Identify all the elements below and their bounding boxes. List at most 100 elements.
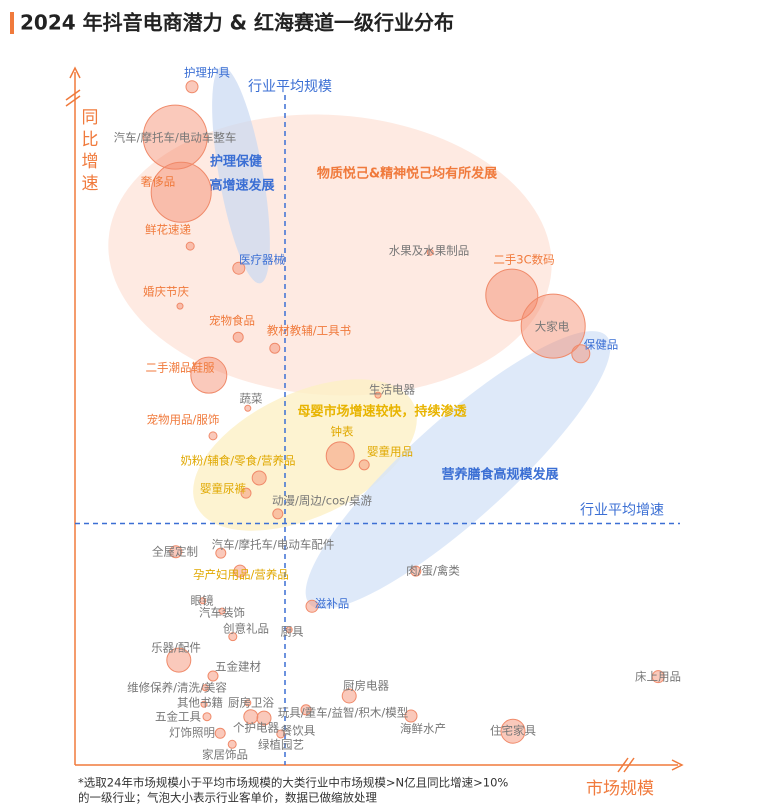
bubble	[199, 597, 207, 605]
bubble-label: 婚庆节庆	[143, 285, 189, 299]
title-bar	[10, 12, 14, 34]
axis-break	[617, 757, 635, 773]
bubble	[272, 508, 284, 520]
annotation: 营养膳食高规模发展	[441, 467, 559, 483]
y-axis-arrow	[69, 66, 81, 79]
bubble-label: 创意礼品	[223, 622, 269, 636]
bubble	[500, 718, 526, 744]
footnote: 的一级行业；气泡大小表示行业客单价，数据已做缩放处理	[78, 791, 377, 805]
region-ellipse	[305, 331, 611, 609]
bubble	[410, 565, 422, 577]
bubble	[269, 342, 281, 354]
bubble	[218, 607, 226, 615]
bubble	[244, 699, 252, 707]
bubble	[256, 710, 272, 726]
bubble	[202, 712, 212, 722]
annotation: 护理保健	[210, 154, 262, 170]
bubble	[244, 404, 252, 412]
reference-label: 行业平均增速	[580, 503, 664, 519]
bubble	[232, 331, 244, 343]
bubble	[166, 647, 192, 673]
bubble-label: 厨房卫浴	[228, 696, 274, 710]
bubble	[300, 704, 312, 716]
bubble	[176, 302, 184, 310]
bubble-label: 汽车装饰	[199, 606, 245, 620]
bubble-label: 奶粉/辅食/零食/营养品	[180, 454, 295, 468]
axis-break	[65, 89, 81, 107]
bubble	[305, 599, 319, 613]
region-ellipse	[108, 114, 552, 396]
bubble	[215, 547, 227, 559]
bubble-label: 钟表	[331, 425, 354, 439]
annotation: 高增速发展	[209, 178, 275, 194]
bubble	[426, 248, 434, 256]
bubble	[404, 709, 418, 723]
bubble	[200, 700, 208, 708]
bubble-label: 鲜花速递	[145, 223, 191, 237]
bubble	[240, 487, 252, 499]
bubble-label: 玩具/童车/益智/积木/模型	[278, 706, 409, 720]
bubble	[185, 80, 199, 94]
bubble	[520, 293, 586, 359]
region-ellipse	[212, 66, 270, 284]
bubble	[374, 391, 382, 399]
annotation: 母婴市场增速较快，持续渗透	[297, 404, 466, 420]
bubble-label: 婴童尿裤	[200, 482, 246, 496]
bubble-label: 保健品	[584, 338, 619, 352]
bubble-label: 维修保养/清洗/美容	[127, 681, 227, 695]
bubble-label: 其他书籍	[177, 696, 223, 710]
bubble	[190, 356, 228, 394]
x-axis-arrow	[671, 759, 684, 771]
annotation: 物质悦己&精神悦己均有所发展	[317, 166, 498, 182]
bubble	[208, 431, 218, 441]
bubble-label: 教材教辅/工具书	[267, 324, 351, 338]
bubble	[228, 632, 238, 642]
bubble	[214, 727, 226, 739]
bubble-label: 五金建材	[215, 660, 261, 674]
chart-title: 2024 年抖音电商潜力 & 红海赛道一级行业分布	[20, 11, 454, 35]
bubble-label: 蔬菜	[240, 392, 263, 406]
bubble-label: 滋补品	[315, 597, 350, 611]
bubble	[142, 104, 208, 170]
bubble-label: 宠物用品/服饰	[147, 413, 220, 427]
bubble-label: 住宅家具	[490, 724, 536, 738]
bubble	[358, 459, 370, 471]
bubble	[227, 739, 237, 749]
bubble	[251, 470, 267, 486]
x-axis-label: 市场规模	[586, 779, 654, 799]
bubble-label: 水果及水果制品	[389, 244, 470, 258]
bubble-label: 二手3C数码	[493, 253, 554, 267]
reference-label: 行业平均规模	[248, 79, 332, 95]
bubble-label: 乐器/配件	[151, 641, 201, 655]
bubble	[651, 670, 665, 684]
bubble-label: 汽车/摩托车/电动车配件	[212, 538, 335, 552]
bubble	[232, 261, 246, 275]
bubble-label: 医疗器械	[239, 253, 285, 267]
bubble	[571, 344, 591, 364]
bubble	[285, 626, 293, 634]
bubble	[169, 545, 183, 559]
bubble-label: 厨房电器	[343, 679, 389, 693]
bubble	[185, 241, 195, 251]
bubble	[150, 161, 212, 223]
bubble-label: 孕产妇用品/营养品	[193, 568, 289, 582]
footnote: *选取24年市场规模小于平均市场规模的大类行业中市场规模>N亿且同比增速>10%	[78, 776, 508, 790]
bubble-label: 生活电器	[369, 383, 415, 397]
bubble-label: 婴童用品	[367, 445, 413, 459]
bubble	[207, 670, 219, 682]
bubble-label: 全屋定制	[152, 545, 198, 559]
region-ellipse	[193, 379, 417, 531]
bubble	[243, 709, 259, 725]
bubble-label: 眼镜	[191, 594, 214, 608]
bubble	[341, 688, 357, 704]
bubble-label: 家居饰品	[202, 748, 248, 762]
bubble-label: 床上用品	[635, 670, 681, 684]
bubble-label: 五金工具	[155, 710, 201, 724]
bubble-label: 肉/蛋/禽类	[406, 564, 460, 578]
y-axis-label: 同比增速	[82, 108, 99, 194]
bubble-label: 动漫/周边/cos/桌游	[272, 494, 372, 508]
bubble-label: 餐饮具	[281, 724, 316, 738]
bubble	[485, 268, 539, 322]
bubble-label: 海鲜水产	[400, 722, 446, 736]
bubble-label: 宠物食品	[209, 314, 255, 328]
